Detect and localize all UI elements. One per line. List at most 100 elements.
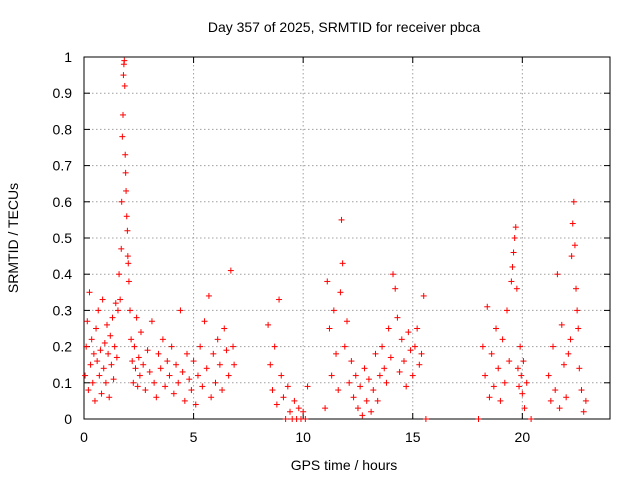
- data-point: [107, 332, 114, 339]
- data-point: [514, 365, 521, 372]
- data-point: [519, 390, 526, 397]
- x-axis-label: GPS time / hours: [291, 457, 398, 473]
- data-point: [394, 314, 401, 321]
- data-point: [133, 314, 140, 321]
- data-point: [284, 383, 291, 390]
- data-point: [580, 408, 587, 415]
- data-point: [123, 213, 130, 220]
- data-point: [124, 253, 131, 260]
- data-point: [372, 350, 379, 357]
- data-point: [86, 289, 93, 296]
- y-tick-label: 0.2: [53, 339, 73, 355]
- data-point: [190, 358, 197, 365]
- data-point: [521, 405, 528, 412]
- data-point: [155, 350, 162, 357]
- data-point: [486, 394, 493, 401]
- data-point: [365, 376, 372, 383]
- y-tick-label: 0.3: [53, 302, 73, 318]
- data-point: [98, 390, 105, 397]
- data-point: [488, 350, 495, 357]
- data-point: [554, 271, 561, 278]
- data-points: [82, 57, 589, 422]
- data-point: [96, 372, 103, 379]
- data-point: [509, 263, 516, 270]
- data-point: [335, 387, 342, 394]
- data-point: [295, 405, 302, 412]
- data-point: [346, 379, 353, 386]
- y-tick-label: 0.6: [53, 194, 73, 210]
- x-ticks: 0 5 10 15 20: [80, 57, 530, 445]
- data-point: [87, 361, 94, 368]
- data-point: [374, 397, 381, 404]
- data-point: [484, 303, 491, 310]
- data-point: [84, 318, 91, 325]
- data-point: [125, 260, 132, 267]
- x-tick-label: 10: [295, 429, 311, 445]
- data-point: [136, 372, 143, 379]
- data-point: [184, 350, 191, 357]
- data-point: [324, 278, 331, 285]
- data-point: [221, 325, 228, 332]
- data-point: [383, 379, 390, 386]
- data-point: [376, 372, 383, 379]
- data-point: [95, 307, 102, 314]
- y-tick-label: 0.4: [53, 266, 73, 282]
- data-point: [416, 361, 423, 368]
- data-point: [418, 350, 425, 357]
- data-point: [170, 390, 177, 397]
- data-point: [109, 314, 116, 321]
- data-point: [291, 397, 298, 404]
- data-point: [129, 358, 136, 365]
- data-point: [216, 361, 223, 368]
- data-point: [121, 82, 128, 89]
- data-point: [123, 187, 130, 194]
- data-point: [110, 376, 117, 383]
- data-point: [344, 318, 350, 325]
- data-point: [124, 227, 131, 234]
- data-point: [151, 379, 158, 386]
- y-tick-label: 0.8: [53, 121, 73, 137]
- data-point: [348, 358, 355, 365]
- data-point: [175, 379, 182, 386]
- data-point: [230, 343, 237, 350]
- y-axis-label: SRMTID / TECUs: [5, 183, 21, 293]
- data-point: [411, 343, 418, 350]
- data-point: [90, 350, 97, 357]
- data-point: [282, 416, 289, 422]
- data-point: [357, 383, 364, 390]
- data-point: [545, 372, 552, 379]
- data-point: [516, 383, 523, 390]
- data-point: [503, 307, 510, 314]
- data-point: [370, 387, 377, 394]
- data-point: [105, 350, 112, 357]
- data-point: [513, 285, 520, 292]
- data-point: [508, 278, 515, 285]
- data-point: [569, 220, 576, 227]
- data-point: [414, 325, 421, 332]
- data-point: [120, 111, 127, 118]
- data-point: [396, 368, 403, 375]
- data-point: [122, 151, 129, 158]
- plot-frame: [83, 56, 611, 420]
- data-point: [166, 372, 173, 379]
- data-point: [350, 394, 357, 401]
- data-point: [420, 292, 427, 299]
- data-point: [102, 379, 109, 386]
- data-point: [550, 343, 557, 350]
- data-point: [164, 358, 171, 365]
- data-point: [520, 358, 527, 365]
- data-point: [495, 365, 502, 372]
- data-point: [137, 329, 144, 336]
- data-point: [409, 372, 416, 379]
- data-point: [363, 397, 370, 404]
- data-point: [148, 318, 155, 325]
- data-point: [159, 336, 166, 343]
- data-point: [117, 296, 124, 303]
- data-point: [558, 321, 565, 328]
- x-tick-label: 0: [80, 429, 88, 445]
- data-point: [333, 350, 340, 357]
- data-point: [278, 372, 285, 379]
- data-point: [570, 198, 577, 205]
- data-point: [328, 372, 335, 379]
- data-point: [157, 365, 164, 372]
